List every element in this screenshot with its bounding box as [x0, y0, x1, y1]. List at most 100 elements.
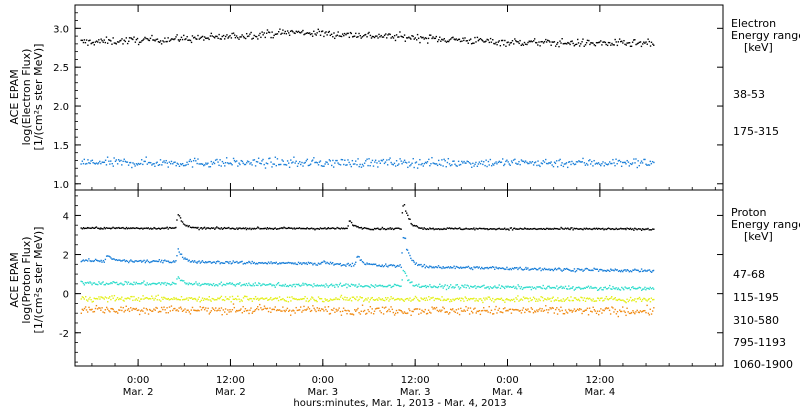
data-point — [185, 298, 187, 300]
data-point — [517, 228, 519, 230]
data-point — [283, 32, 285, 35]
data-point — [572, 286, 574, 288]
data-point — [559, 300, 561, 302]
data-point — [314, 262, 316, 265]
data-point — [132, 283, 134, 286]
data-point — [252, 159, 254, 161]
data-point — [418, 263, 420, 266]
data-point — [376, 265, 378, 267]
data-point — [589, 43, 591, 46]
data-point — [158, 41, 161, 44]
data-point — [108, 309, 110, 312]
data-point — [580, 161, 582, 163]
data-point — [163, 296, 165, 299]
data-point — [228, 298, 230, 301]
data-point — [418, 163, 420, 166]
data-point — [347, 283, 349, 286]
data-point — [492, 286, 495, 288]
data-point — [343, 228, 346, 230]
data-point — [578, 160, 580, 162]
data-point — [518, 310, 521, 312]
data-point — [499, 287, 502, 290]
data-point — [584, 268, 587, 270]
data-point — [113, 157, 115, 159]
data-point — [268, 31, 271, 34]
data-point — [634, 312, 636, 315]
data-point — [162, 40, 164, 42]
data-point — [453, 38, 455, 40]
data-point — [631, 163, 633, 166]
data-point — [540, 296, 542, 298]
data-point — [270, 311, 272, 313]
data-point — [181, 256, 184, 259]
data-point — [366, 312, 368, 315]
data-point — [203, 226, 206, 229]
data-point — [215, 299, 217, 301]
data-point — [508, 286, 510, 288]
data-point — [156, 299, 158, 301]
proton-series-310-580 — [80, 269, 655, 292]
proton-legend-title-line1: Proton — [731, 206, 766, 219]
data-point — [445, 299, 448, 302]
data-point — [455, 284, 457, 286]
data-point — [203, 39, 205, 41]
data-point — [193, 309, 195, 311]
data-point — [264, 284, 267, 286]
data-point — [634, 162, 636, 164]
data-point — [181, 162, 184, 165]
data-point — [378, 264, 380, 266]
data-point — [600, 308, 602, 310]
data-point — [247, 262, 249, 264]
data-point — [304, 161, 306, 164]
data-point — [538, 298, 540, 300]
data-point — [593, 300, 595, 302]
data-point — [384, 228, 387, 231]
data-point — [115, 43, 118, 45]
data-point — [383, 299, 386, 302]
data-point — [423, 297, 426, 300]
data-point — [519, 227, 522, 230]
data-point — [224, 162, 227, 164]
data-point — [135, 260, 137, 262]
data-point — [589, 159, 591, 161]
data-point — [286, 227, 289, 230]
data-point — [285, 33, 288, 35]
data-point — [410, 164, 412, 166]
data-point — [186, 282, 188, 285]
data-point — [574, 163, 577, 165]
data-point — [168, 40, 171, 42]
data-point — [376, 227, 378, 230]
data-point — [101, 261, 103, 263]
data-point — [432, 308, 434, 310]
data-point — [423, 227, 425, 229]
data-point — [251, 260, 253, 263]
data-point — [94, 163, 97, 165]
data-point — [359, 296, 361, 298]
data-point — [225, 261, 227, 263]
data-point — [561, 270, 563, 272]
data-point — [205, 228, 207, 230]
data-point — [488, 164, 490, 166]
data-point — [579, 287, 581, 289]
data-point — [571, 160, 573, 163]
data-point — [263, 227, 266, 230]
data-point — [289, 296, 291, 299]
data-point — [358, 256, 360, 258]
data-point — [93, 227, 96, 229]
data-point — [499, 311, 501, 313]
data-point — [618, 288, 621, 291]
data-point — [488, 228, 491, 230]
data-point — [494, 285, 496, 287]
data-point — [432, 266, 434, 268]
data-point — [471, 166, 473, 169]
data-point — [453, 265, 455, 267]
data-point — [115, 281, 118, 284]
data-point — [199, 163, 202, 165]
data-point — [646, 287, 648, 290]
data-point — [182, 223, 185, 225]
data-point — [333, 32, 335, 34]
data-point — [305, 309, 307, 311]
data-point — [558, 159, 560, 162]
data-point — [309, 33, 312, 36]
data-point — [157, 227, 160, 229]
